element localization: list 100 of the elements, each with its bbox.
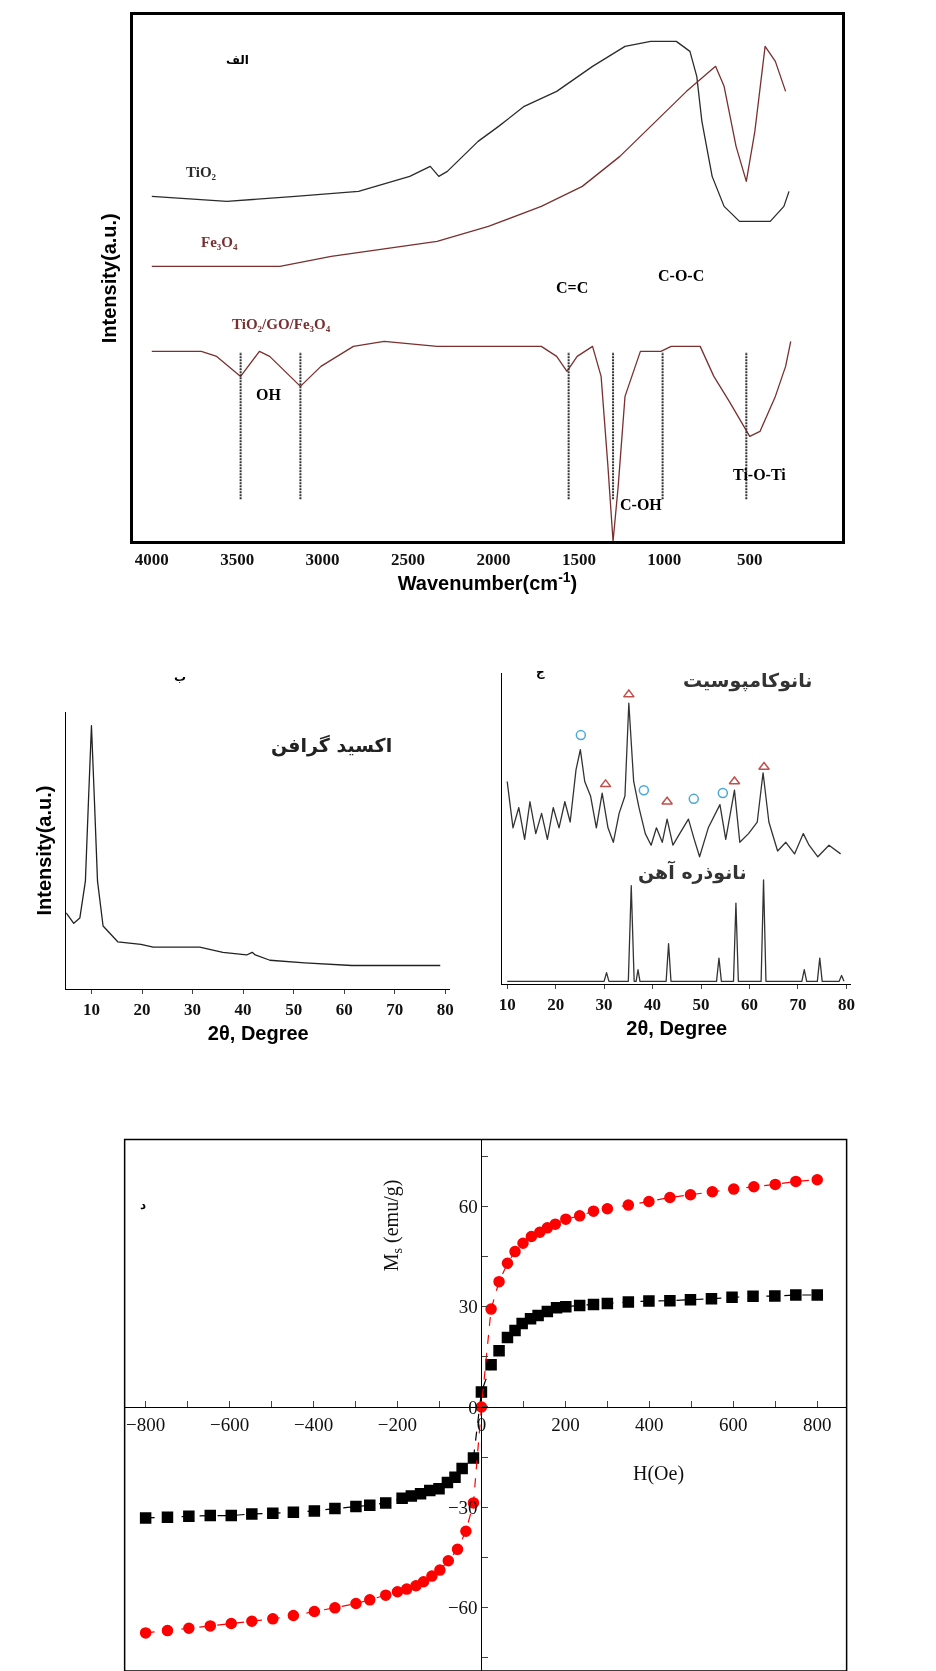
point xyxy=(706,1186,719,1198)
point xyxy=(587,1205,600,1217)
text: ب xyxy=(174,670,187,684)
point xyxy=(643,1295,655,1307)
point xyxy=(560,1213,572,1225)
point xyxy=(758,761,770,770)
point xyxy=(460,1525,472,1538)
point xyxy=(726,1291,738,1304)
x-tick-label: 20 xyxy=(133,999,151,1019)
point xyxy=(139,1627,152,1639)
point xyxy=(532,1309,544,1322)
point xyxy=(717,787,729,799)
series-label: نانوذره آهن xyxy=(638,860,747,884)
point xyxy=(748,1180,760,1193)
x-tick-label: 3500 xyxy=(220,549,255,569)
point xyxy=(467,1452,480,1464)
point xyxy=(517,1237,529,1249)
x-axis-title: Wavenumber(cm$^{-1}$) xyxy=(397,568,578,595)
y-tick-label: −30 xyxy=(447,1496,478,1518)
x-tick-label: 400 xyxy=(635,1413,664,1435)
point xyxy=(573,1299,586,1312)
point xyxy=(747,1290,759,1303)
point xyxy=(525,1230,538,1243)
point xyxy=(287,1609,300,1622)
x-tick-label: 10 xyxy=(82,999,100,1019)
point xyxy=(267,1507,279,1520)
point xyxy=(364,1499,376,1511)
point xyxy=(204,1509,217,1522)
point xyxy=(560,1300,572,1313)
point xyxy=(400,1583,413,1595)
x-tick-label: 20 xyxy=(547,994,565,1014)
point xyxy=(790,1175,802,1188)
x-tick-label: 1000 xyxy=(647,549,682,569)
y-axis-title: Intensity(a.u.) xyxy=(32,785,55,916)
x-tick-label: 60 xyxy=(741,994,758,1014)
point xyxy=(575,729,587,741)
series-label: TiO₂/GO/Fe₃O₄ xyxy=(232,316,331,332)
point xyxy=(790,1289,802,1301)
point xyxy=(426,1570,438,1582)
point xyxy=(183,1510,195,1523)
x-tick-label: 10 xyxy=(498,994,516,1014)
annotation: C-O-C xyxy=(658,267,705,284)
point xyxy=(501,1257,514,1270)
x-tick-label: 4000 xyxy=(134,549,169,569)
x-tick-label: 600 xyxy=(719,1413,748,1435)
x-tick-label: 60 xyxy=(335,999,353,1019)
x-tick-label: −400 xyxy=(293,1413,334,1435)
point xyxy=(449,1471,461,1483)
point xyxy=(246,1615,258,1627)
x-axis-title: 2θ, Degree xyxy=(626,1017,728,1040)
x-axis-title: H(Oe) xyxy=(633,1462,685,1485)
point xyxy=(664,1191,676,1204)
x-tick-label: 70 xyxy=(386,999,404,1019)
annotation: C=C xyxy=(556,279,589,296)
point xyxy=(622,1296,635,1308)
point xyxy=(485,1359,497,1371)
point xyxy=(688,793,700,805)
x-tick-label: 3000 xyxy=(305,549,340,569)
point xyxy=(442,1554,455,1567)
point xyxy=(684,1189,697,1201)
point xyxy=(493,1275,505,1288)
x-tick-label: −600 xyxy=(209,1413,250,1435)
x-tick-label: 40 xyxy=(644,994,662,1014)
point xyxy=(622,1199,635,1211)
text: ج xyxy=(536,665,545,679)
point xyxy=(329,1502,341,1515)
point xyxy=(287,1506,300,1518)
x-tick-label: 40 xyxy=(234,999,252,1019)
x-tick-label: 2500 xyxy=(391,549,426,569)
point xyxy=(643,1195,655,1208)
x-tick-label: 80 xyxy=(436,999,454,1019)
series-label: Fe₃O₄ xyxy=(201,234,238,250)
x-tick-label: 70 xyxy=(789,994,807,1014)
x-tick-label: 800 xyxy=(802,1413,832,1435)
point xyxy=(225,1509,238,1522)
series-label: TiO₂ xyxy=(186,164,217,180)
point xyxy=(509,1245,521,1258)
point xyxy=(433,1483,445,1495)
point xyxy=(485,1303,497,1315)
annotation: OH xyxy=(256,386,282,403)
point xyxy=(664,1294,676,1307)
point xyxy=(811,1173,823,1186)
point xyxy=(161,1511,174,1524)
point xyxy=(451,1543,464,1556)
point xyxy=(417,1576,430,1588)
point xyxy=(549,1218,562,1230)
x-tick-label: −800 xyxy=(126,1413,166,1435)
annotation: Ti-O-Ti xyxy=(733,466,787,483)
point xyxy=(769,1178,782,1191)
point xyxy=(350,1597,362,1610)
y-tick-label: −60 xyxy=(447,1597,478,1619)
x-tick-label: 30 xyxy=(184,999,202,1019)
point xyxy=(204,1620,217,1632)
point xyxy=(587,1298,600,1311)
point xyxy=(391,1586,404,1598)
point xyxy=(493,1345,505,1357)
annotation: الف xyxy=(226,53,249,67)
x-tick-label: 30 xyxy=(595,994,613,1014)
text: نانوکامپوسیت xyxy=(683,669,813,692)
point xyxy=(811,1289,823,1301)
